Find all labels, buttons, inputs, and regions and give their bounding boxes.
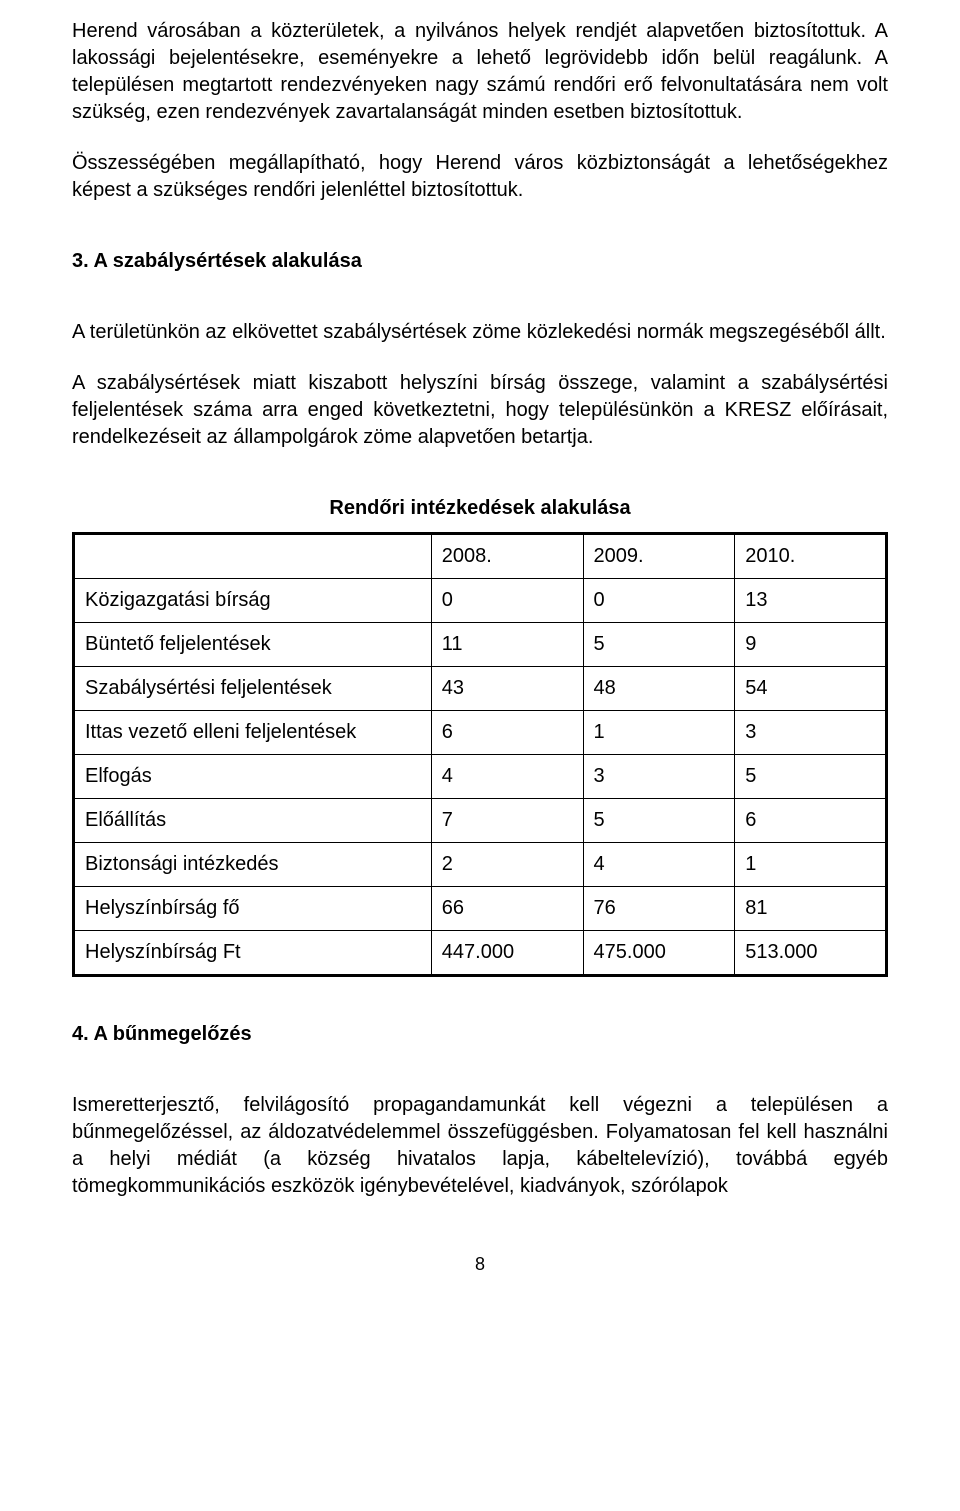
- table-cell-label: Ittas vezető elleni feljelentések: [74, 711, 432, 755]
- table-cell-value: 2: [431, 843, 583, 887]
- table-cell-value: 6: [431, 711, 583, 755]
- table-cell-value: 76: [583, 887, 735, 931]
- paragraph-intro-2: Összességében megállapítható, hogy Heren…: [72, 150, 888, 204]
- section-heading-3: 3. A szabálysértések alakulása: [72, 248, 888, 275]
- table-cell-label: Elfogás: [74, 755, 432, 799]
- table-cell-label: Szabálysértési feljelentések: [74, 667, 432, 711]
- table-header-row: 2008. 2009. 2010.: [74, 534, 887, 579]
- table-cell-value: 5: [735, 755, 887, 799]
- table-cell-value: 1: [583, 711, 735, 755]
- table-cell-value: 4: [431, 755, 583, 799]
- table-cell-label: Helyszínbírság Ft: [74, 931, 432, 976]
- table-cell-value: 4: [583, 843, 735, 887]
- table-row: Közigazgatási bírság 0 0 13: [74, 579, 887, 623]
- table-row: Biztonsági intézkedés 2 4 1: [74, 843, 887, 887]
- table-header-2008: 2008.: [431, 534, 583, 579]
- table-cell-value: 0: [431, 579, 583, 623]
- paragraph-section3-2: A szabálysértések miatt kiszabott helysz…: [72, 370, 888, 451]
- table-cell-label: Helyszínbírság fő: [74, 887, 432, 931]
- table-cell-value: 5: [583, 799, 735, 843]
- table-header-2010: 2010.: [735, 534, 887, 579]
- table-cell-value: 6: [735, 799, 887, 843]
- table-title: Rendőri intézkedések alakulása: [72, 495, 888, 522]
- table-cell-value: 48: [583, 667, 735, 711]
- table-cell-value: 43: [431, 667, 583, 711]
- table-cell-value: 11: [431, 623, 583, 667]
- table-row: Ittas vezető elleni feljelentések 6 1 3: [74, 711, 887, 755]
- table-cell-label: Biztonsági intézkedés: [74, 843, 432, 887]
- table-row: Helyszínbírság Ft 447.000 475.000 513.00…: [74, 931, 887, 976]
- table-cell-label: Előállítás: [74, 799, 432, 843]
- table-row: Helyszínbírság fő 66 76 81: [74, 887, 887, 931]
- section-heading-4: 4. A bűnmegelőzés: [72, 1021, 888, 1048]
- table-cell-value: 54: [735, 667, 887, 711]
- table-cell-value: 66: [431, 887, 583, 931]
- table-cell-label: Közigazgatási bírság: [74, 579, 432, 623]
- table-row: Előállítás 7 5 6: [74, 799, 887, 843]
- table-row: Büntető feljelentések 11 5 9: [74, 623, 887, 667]
- table-row: Szabálysértési feljelentések 43 48 54: [74, 667, 887, 711]
- paragraph-section3-1: A területünkön az elkövettet szabálysért…: [72, 319, 888, 346]
- table-cell-label: Büntető feljelentések: [74, 623, 432, 667]
- table-cell-value: 513.000: [735, 931, 887, 976]
- table-header-2009: 2009.: [583, 534, 735, 579]
- table-cell-value: 3: [583, 755, 735, 799]
- table-cell-value: 447.000: [431, 931, 583, 976]
- police-actions-table: 2008. 2009. 2010. Közigazgatási bírság 0…: [72, 532, 888, 977]
- table-cell-value: 475.000: [583, 931, 735, 976]
- table-cell-value: 7: [431, 799, 583, 843]
- paragraph-intro-1: Herend városában a közterületek, a nyilv…: [72, 18, 888, 126]
- paragraph-section4-1: Ismeretterjesztő, felvilágosító propagan…: [72, 1092, 888, 1200]
- table-cell-value: 13: [735, 579, 887, 623]
- page-number: 8: [72, 1252, 888, 1276]
- table-cell-value: 3: [735, 711, 887, 755]
- table-cell-value: 5: [583, 623, 735, 667]
- table-cell-value: 9: [735, 623, 887, 667]
- table-cell-value: 0: [583, 579, 735, 623]
- table-row: Elfogás 4 3 5: [74, 755, 887, 799]
- table-cell-value: 81: [735, 887, 887, 931]
- table-header-blank: [74, 534, 432, 579]
- table-cell-value: 1: [735, 843, 887, 887]
